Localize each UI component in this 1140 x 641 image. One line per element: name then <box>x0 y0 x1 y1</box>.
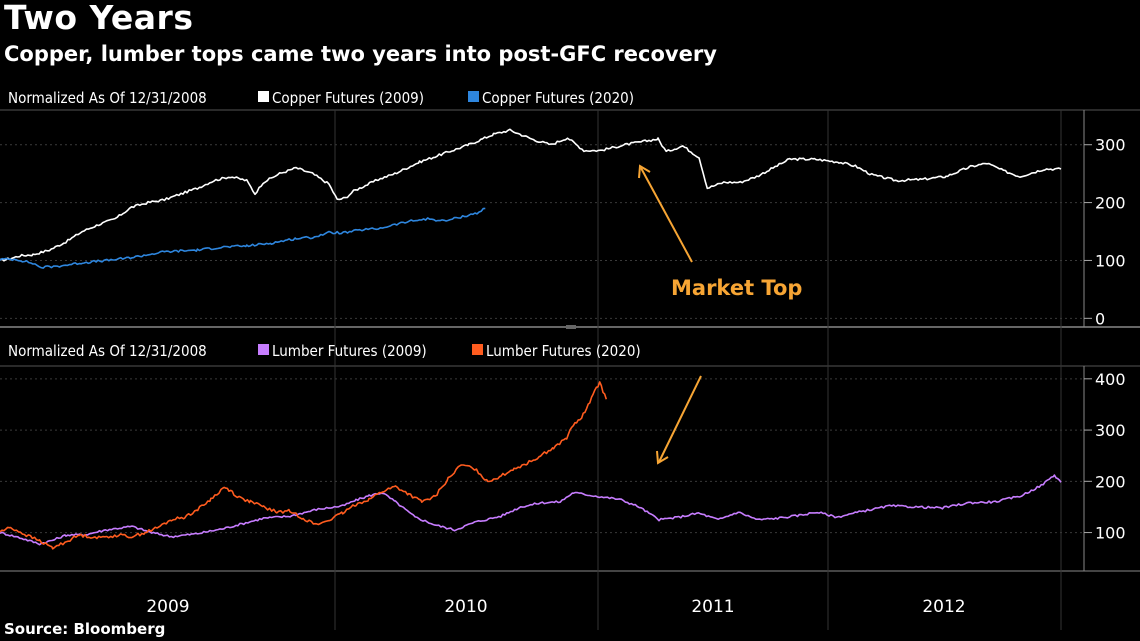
chart-title: Two Years <box>4 0 194 37</box>
market-top-annotation: Market Top <box>638 164 802 465</box>
legend-label-copper-2009: Copper Futures (2009) <box>272 89 424 107</box>
legend-top-prefix: Normalized As Of 12/31/2008 <box>8 89 207 107</box>
annotation-arrow-up-head <box>638 164 651 179</box>
legend-swatch-copper-2009 <box>258 91 269 102</box>
y-ticks-bottom: 100 200 300 400 <box>0 370 1126 543</box>
source-note: Source: Bloomberg <box>4 620 166 638</box>
x-label-2012: 2012 <box>922 597 965 617</box>
legend-swatch-lumber-2009 <box>258 344 269 355</box>
annotation-arrow-up <box>640 167 693 263</box>
legend-label-lumber-2020: Lumber Futures (2020) <box>486 342 641 360</box>
y-tick-label-top-300: 300 <box>1095 136 1126 155</box>
legend-top: Normalized As Of 12/31/2008 Copper Futur… <box>8 89 634 107</box>
legend-swatch-copper-2020 <box>468 91 479 102</box>
chart-subtitle: Copper, lumber tops came two years into … <box>4 42 717 66</box>
y-tick-label-bottom-200: 200 <box>1095 472 1126 491</box>
y-tick-label-top-100: 100 <box>1095 251 1126 270</box>
panel-divider-handle[interactable] <box>566 325 576 329</box>
legend-label-copper-2020: Copper Futures (2020) <box>482 89 634 107</box>
x-label-2011: 2011 <box>691 597 734 617</box>
x-axis-year-labels: 2009 2010 2011 2012 <box>146 597 965 617</box>
series-bottom <box>0 381 1062 550</box>
year-dividers <box>334 110 1062 630</box>
annotation-arrow-down-head <box>656 450 669 465</box>
legend-bottom: Normalized As Of 12/31/2008 Lumber Futur… <box>8 342 641 360</box>
y-tick-label-top-200: 200 <box>1095 194 1126 213</box>
annotation-arrow-down <box>658 375 702 463</box>
series-line-lumber-futures-2009 <box>0 474 1062 546</box>
series-line-copper-futures-2020 <box>0 207 486 269</box>
y-tick-label-bottom-300: 300 <box>1095 421 1126 440</box>
y-ticks-top: 0 100 200 300 <box>0 136 1126 328</box>
y-tick-label-bottom-100: 100 <box>1095 524 1126 543</box>
series-line-lumber-futures-2020 <box>0 381 608 550</box>
x-label-2010: 2010 <box>444 597 487 617</box>
series-top <box>0 128 1062 269</box>
legend-bottom-prefix: Normalized As Of 12/31/2008 <box>8 342 207 360</box>
y-tick-label-top-0: 0 <box>1095 309 1105 328</box>
legend-swatch-lumber-2020 <box>472 344 483 355</box>
x-label-2009: 2009 <box>146 597 189 617</box>
legend-label-lumber-2009: Lumber Futures (2009) <box>272 342 427 360</box>
annotation-label: Market Top <box>671 276 802 300</box>
series-line-copper-futures-2009 <box>0 128 1062 262</box>
y-tick-label-bottom-400: 400 <box>1095 370 1126 389</box>
